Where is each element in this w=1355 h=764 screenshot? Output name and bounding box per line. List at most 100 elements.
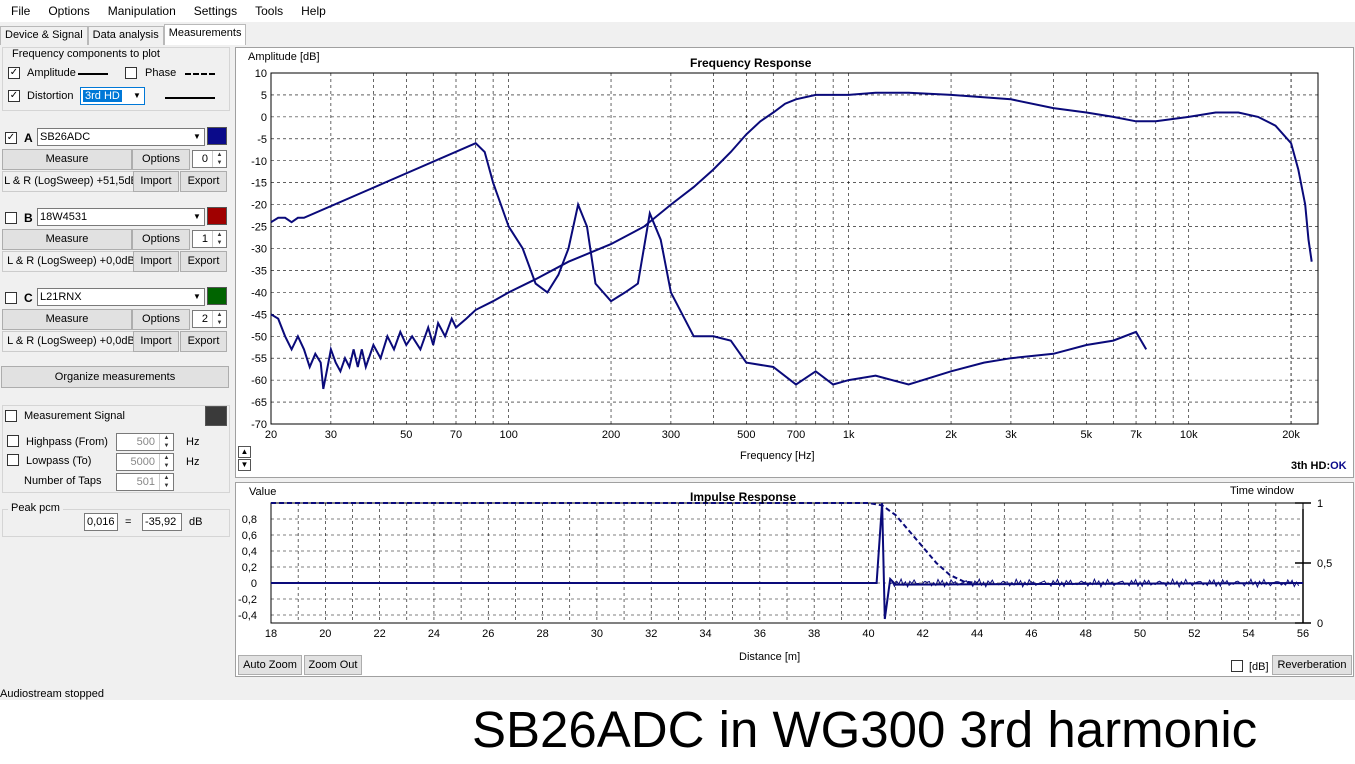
peak-group: [2, 509, 230, 537]
phase-label: Phase: [145, 67, 177, 79]
freq-status-label: 3th HD:: [1291, 460, 1331, 472]
slot-a-checkbox[interactable]: ✓: [5, 132, 17, 144]
taps-input[interactable]: 501 ▲ ▼: [116, 473, 174, 491]
lowpass-input[interactable]: 5000 ▲ ▼: [116, 453, 174, 471]
freq-x-tick-label: 1k: [843, 429, 855, 441]
slot-b-letter: B: [24, 211, 33, 225]
spinner-arrows-icon[interactable]: ▲ ▼: [212, 311, 226, 327]
impulse-x-tick-label: 52: [1188, 628, 1200, 640]
scroll-up-icon[interactable]: ▲: [238, 446, 251, 458]
reverberation-button[interactable]: Reverberation: [1272, 655, 1352, 675]
auto-zoom-button[interactable]: Auto Zoom: [238, 655, 302, 675]
freq-y-tick-label: -55: [251, 353, 267, 365]
phase-checkbox[interactable]: [125, 67, 137, 79]
organize-measurements-button[interactable]: Organize measurements: [1, 366, 229, 388]
spinner-arrows-icon[interactable]: ▲ ▼: [159, 454, 173, 470]
freq-y-tick-label: -65: [251, 397, 267, 409]
menu-tools[interactable]: Tools: [255, 4, 284, 18]
slot-a-spinner-value: 0: [201, 153, 208, 165]
slot-b-select[interactable]: 18W4531 ▼: [37, 208, 205, 226]
impulse-x-tick-label: 48: [1080, 628, 1092, 640]
time-window-line: [271, 502, 978, 584]
chevron-down-icon: ▼: [190, 289, 204, 305]
frequency-components-group: [2, 47, 230, 111]
slot-b-spinner[interactable]: 1 ▲ ▼: [192, 230, 227, 248]
slot-c-options-button[interactable]: Options: [132, 309, 190, 330]
slot-b-measure-button[interactable]: Measure: [2, 229, 132, 250]
slot-a-options-button[interactable]: Options: [132, 149, 190, 170]
highpass-input[interactable]: 500 ▲ ▼: [116, 433, 174, 451]
peak-db-field[interactable]: -35,92: [142, 513, 182, 531]
slot-a-select[interactable]: SB26ADC ▼: [37, 128, 205, 146]
signal-color-swatch[interactable]: [205, 406, 227, 426]
highpass-value: 500: [136, 436, 155, 448]
freq-x-tick-label: 70: [450, 429, 462, 441]
slot-b-export-button[interactable]: Export: [180, 251, 227, 272]
freq-x-tick-label: 7k: [1130, 429, 1142, 441]
slot-c-measure-button[interactable]: Measure: [2, 309, 132, 330]
measurement-signal-checkbox[interactable]: [5, 410, 17, 422]
slot-b-options-button[interactable]: Options: [132, 229, 190, 250]
slot-c-import-button[interactable]: Import: [133, 331, 179, 352]
freq-x-tick-label: 100: [499, 429, 517, 441]
frequency-chart-panel: 10 5 0 -5 -10 -15 -20 -25 -30 -35 -40 -45 -50 -55 -60-…: [235, 47, 1354, 478]
slot-b-color-swatch[interactable]: [207, 207, 227, 225]
db-checkbox[interactable]: [1231, 660, 1243, 672]
spinner-arrows-icon[interactable]: ▲ ▼: [159, 434, 173, 450]
impulse-x-tick-label: 30: [591, 628, 603, 640]
slot-c-color-swatch[interactable]: [207, 287, 227, 305]
highpass-checkbox[interactable]: [7, 435, 19, 447]
freq-x-tick-label: 10k: [1180, 429, 1198, 441]
zoom-out-button[interactable]: Zoom Out: [304, 655, 362, 675]
tab-measurements[interactable]: Measurements: [163, 24, 247, 45]
frequency-response-chart[interactable]: 1050-5-10-15-20-25-30-35-40-45-50-55-60-…: [236, 48, 1353, 477]
menu-manipulation[interactable]: Manipulation: [107, 4, 176, 18]
slot-a-color-swatch[interactable]: [207, 127, 227, 145]
distortion-checkbox[interactable]: ✓: [8, 90, 20, 102]
tab-device-signal[interactable]: Device & Signal: [0, 26, 88, 45]
peak-db-unit: dB: [189, 516, 203, 528]
spinner-arrows-icon[interactable]: ▲ ▼: [212, 231, 226, 247]
menu-help[interactable]: Help: [301, 4, 326, 18]
freq-x-tick-label: 500: [737, 429, 755, 441]
slot-c-checkbox[interactable]: [5, 292, 17, 304]
amplitude-checkbox[interactable]: ✓: [8, 67, 20, 79]
slot-b-name: 18W4531: [40, 211, 88, 223]
impulse-response-chart[interactable]: 0,8 0,6 0,4 0,2 0 -0,2 -0,4 18 20 22 24 26 28 30 32 34 3…: [236, 483, 1353, 676]
tab-data-analysis[interactable]: Data analysis: [87, 26, 164, 45]
freq-x-label: Frequency [Hz]: [740, 450, 815, 462]
lowpass-checkbox[interactable]: [7, 454, 19, 466]
caption-text: SB26ADC in WG300 3rd harmonic: [472, 701, 1258, 758]
slot-b-import-button[interactable]: Import: [133, 251, 179, 272]
peak-equals: =: [125, 516, 132, 528]
impulse-x-tick-label: 28: [536, 628, 548, 640]
impulse-x-tick-label: 42: [917, 628, 929, 640]
menu-options[interactable]: Options: [48, 4, 90, 18]
freq-y-tick-label: 0: [261, 112, 267, 124]
slot-a-export-button[interactable]: Export: [180, 171, 227, 192]
chevron-down-icon: ▼: [190, 209, 204, 225]
freq-y-tick-label: -60: [251, 375, 267, 387]
slot-b-checkbox[interactable]: [5, 212, 17, 224]
spinner-arrows-icon[interactable]: ▲ ▼: [159, 474, 173, 490]
slot-c-select[interactable]: L21RNX ▼: [37, 288, 205, 306]
peak-pcm-field[interactable]: 0,016: [84, 513, 118, 531]
slot-a-spinner[interactable]: 0 ▲ ▼: [192, 150, 227, 168]
distortion-select[interactable]: 3rd HD ▼: [80, 87, 145, 105]
taps-value: 501: [136, 476, 155, 488]
menu-file[interactable]: File: [11, 4, 31, 18]
menu-settings[interactable]: Settings: [193, 4, 238, 18]
slot-a-measure-button[interactable]: Measure: [2, 149, 132, 170]
amplitude-line-icon: [78, 73, 108, 75]
lowpass-value: 5000: [130, 456, 155, 468]
spinner-arrows-icon[interactable]: ▲ ▼: [212, 151, 226, 167]
slot-c-export-button[interactable]: Export: [180, 331, 227, 352]
freq-y-tick-label: -5: [257, 134, 267, 146]
time-window-tick-label: 1: [1317, 498, 1323, 510]
impulse-x-tick-label: 50: [1134, 628, 1146, 640]
scroll-down-icon[interactable]: ▼: [238, 459, 251, 471]
slot-a-import-button[interactable]: Import: [133, 171, 179, 192]
freq-status: 3th HD:OK: [1291, 460, 1347, 472]
slot-c-spinner[interactable]: 2 ▲ ▼: [192, 310, 227, 328]
freq-y-tick-label: -45: [251, 309, 267, 321]
